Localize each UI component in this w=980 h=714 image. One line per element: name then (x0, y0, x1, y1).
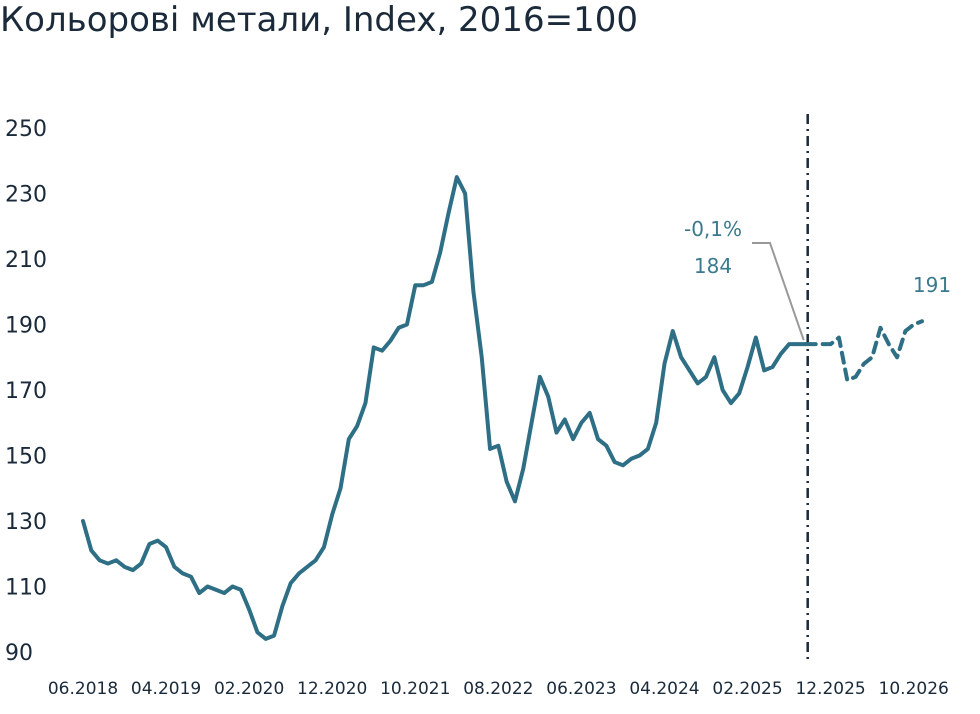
y-tick-label: 150 (5, 445, 47, 470)
y-tick-label: 130 (5, 510, 47, 535)
annotation-change-label: -0,1% (684, 217, 742, 241)
annotation-leader-elbow (752, 242, 805, 341)
x-axis: 06.2018 04.2019 02.2020 12.2020 10.2021 08.20… (48, 679, 949, 699)
y-tick-label: 90 (5, 641, 33, 666)
x-tick-label: 12.2025 (795, 679, 865, 699)
x-tick-label: 06.2023 (546, 679, 616, 699)
y-tick-label: 170 (5, 379, 47, 404)
annotation-forecast-end-label: 191 (913, 273, 951, 297)
actual-series-line (81, 175, 808, 641)
annotations: -0,1% 184 191 (684, 217, 951, 297)
chart-title: Кольорові метали, Index, 2016=100 (0, 0, 638, 40)
x-tick-label: 10.2021 (380, 679, 450, 699)
x-tick-label: 12.2020 (297, 679, 367, 699)
x-tick-label: 02.2020 (214, 679, 284, 699)
series-group (81, 175, 924, 641)
x-tick-label: 10.2026 (879, 679, 949, 699)
y-axis: 250 230 210 190 170 150 130 110 90 (5, 117, 47, 666)
forecast-series-line (803, 319, 924, 383)
annotation-value-label: 184 (694, 254, 732, 278)
x-tick-label: 04.2024 (629, 679, 699, 699)
y-tick-label: 190 (5, 314, 47, 339)
y-tick-label: 250 (5, 117, 47, 142)
x-tick-label: 02.2025 (712, 679, 782, 699)
y-tick-label: 210 (5, 248, 47, 273)
x-tick-label: 04.2019 (131, 679, 201, 699)
x-tick-label: 06.2018 (48, 679, 118, 699)
y-tick-label: 110 (5, 576, 47, 601)
x-tick-label: 08.2022 (463, 679, 533, 699)
y-tick-label: 230 (5, 183, 47, 208)
